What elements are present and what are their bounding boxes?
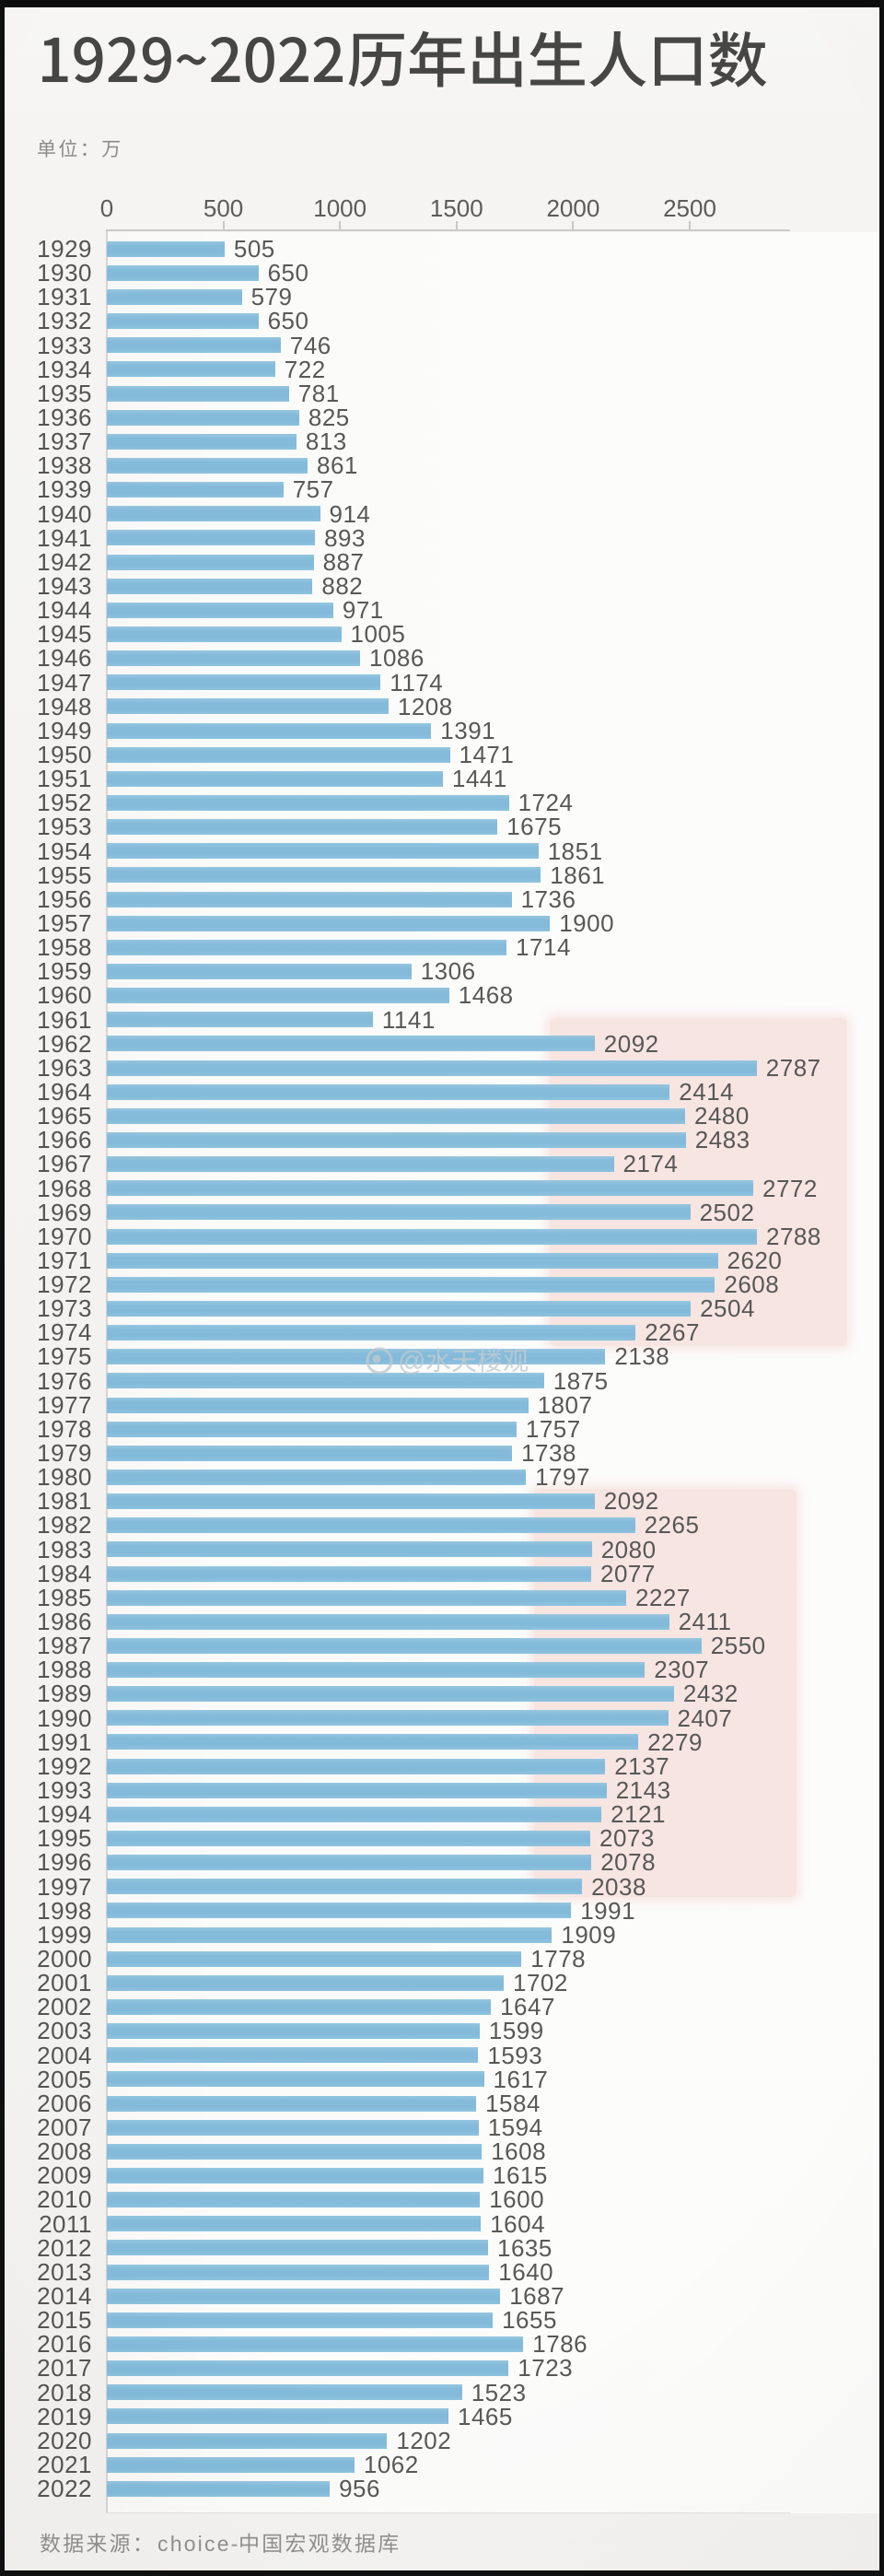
svg-text:choice-: choice- xyxy=(157,2532,240,2556)
svg-text:@: @ xyxy=(398,1346,425,1376)
